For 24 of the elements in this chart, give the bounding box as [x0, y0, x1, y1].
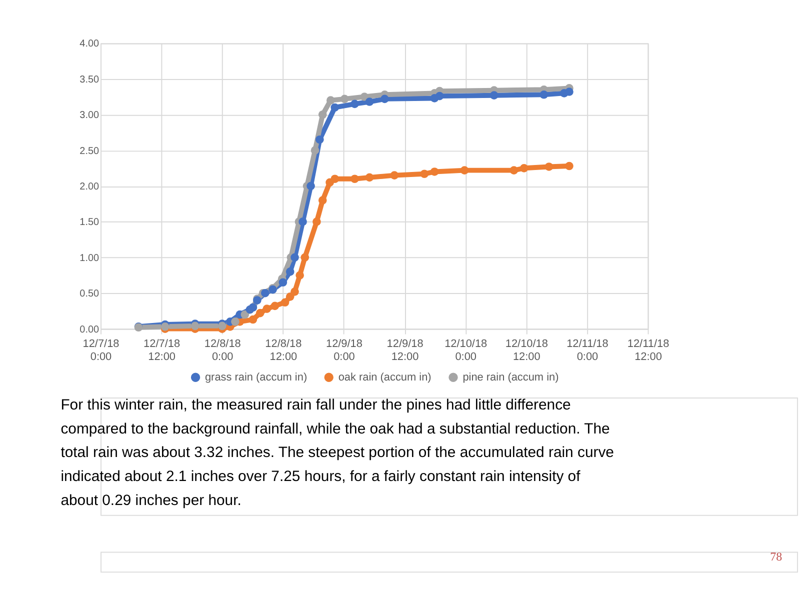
x-tick-label: 12/8/18 0:00	[204, 338, 241, 364]
y-tick-label: 3.00	[80, 110, 100, 122]
y-tick-label: 0.00	[80, 324, 100, 336]
legend-label: pine rain (accum in)	[462, 371, 559, 384]
y-tick-label: 1.00	[80, 252, 100, 264]
y-tick-label: 1.50	[80, 217, 100, 228]
x-tick-label: 12/10/18 0:00	[444, 338, 488, 364]
y-tick-label: 2.00	[80, 182, 100, 192]
legend-label: oak rain (accum in)	[338, 371, 432, 384]
x-tick-label: 12/7/18 0:00	[82, 338, 120, 364]
legend-label: grass rain (accum in)	[204, 371, 308, 384]
text: 78	[770, 550, 782, 564]
x-tick-label: 12/9/18 0:00	[326, 338, 362, 364]
x-tick-label: 12/11/18 0:00	[566, 338, 608, 364]
x-tick-label: 12/8/18 12:00	[265, 338, 302, 364]
x-tick-label: 12/9/18 12:00	[386, 338, 424, 364]
x-tick-label: 12/10/18 12:00	[505, 338, 548, 364]
text: For this winter rain, the measured rain fall under the pines had little difference compared to the background rainfall, while the oak had a substantial reduction. The total rain was about 3.32 inches. The steepest portion of the accumulated rain curve indicated about 2.1 inches over 7.25 hours, for a fairly constant rain intensity of about 0.29 inches per hour.	[60, 396, 614, 509]
y-tick-label: 4.00	[80, 38, 100, 50]
y-tick-label: 2.50	[80, 146, 100, 157]
y-tick-label: 0.50	[80, 288, 100, 300]
x-tick-label: 12/11/18 12:00	[627, 338, 670, 364]
x-tick-label: 12/7/18 12:00	[144, 338, 180, 364]
y-tick-label: 3.50	[80, 74, 100, 86]
